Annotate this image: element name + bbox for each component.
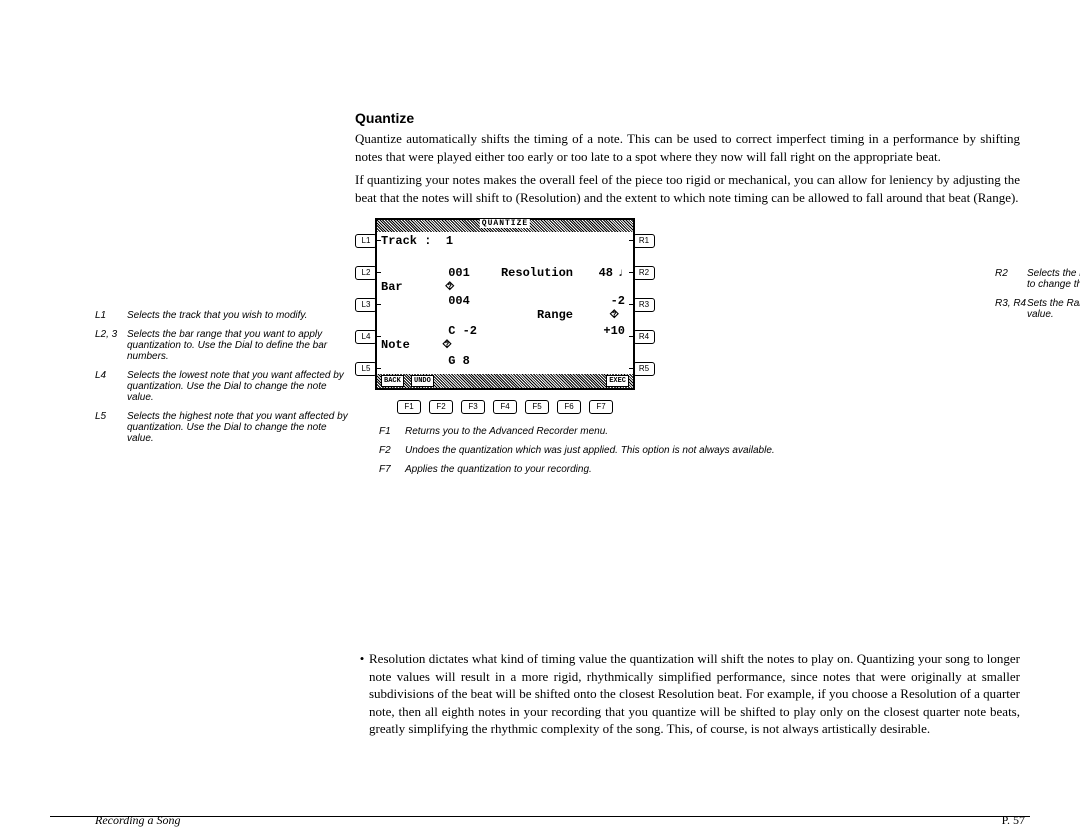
note-desc: Returns you to the Advanced Recorder men… (405, 424, 799, 443)
bullet-text: Resolution dictates what kind of timing … (369, 650, 1020, 738)
note-key: F2 (379, 443, 405, 462)
ann-desc: Selects the lowest note that you want af… (127, 368, 355, 409)
track-label: Track : (381, 234, 431, 248)
side-button-r4[interactable]: R4 (633, 330, 655, 344)
bottom-text: • Resolution dictates what kind of timin… (355, 650, 1020, 744)
range-label: Range (537, 308, 573, 322)
note-key: F1 (379, 424, 405, 443)
footer-right: P. 57 (1002, 813, 1025, 828)
side-button-r5[interactable]: R5 (633, 362, 655, 376)
cursor-icon-3: ⯑ (442, 338, 451, 352)
ann-desc: Sets the Range for quantization. Use the… (1027, 296, 1080, 326)
note-row: F1Returns you to the Advanced Recorder m… (379, 424, 799, 443)
note-row: F7Applies the quantization to your recor… (379, 462, 799, 481)
note-key: F7 (379, 462, 405, 481)
ann-row: L4Selects the lowest note that you want … (95, 368, 355, 409)
cursor-icon-2: ⯑ (610, 308, 619, 322)
bar-to: 004 (448, 294, 470, 308)
ann-row: R3, R4Sets the Range for quantization. U… (995, 296, 1080, 326)
resolution-label: Resolution (501, 266, 573, 280)
right-annotations: R2Selects the note Resolution for quanti… (995, 266, 1080, 326)
ann-desc: Selects the track that you wish to modif… (127, 308, 355, 327)
bar-from: 001 (448, 266, 470, 280)
row-bar-cursor: Bar ⯑ (381, 280, 629, 294)
side-button-r3[interactable]: R3 (633, 298, 655, 312)
range-lo: -2 (611, 294, 625, 308)
left-annotations: L1Selects the track that you wish to mod… (95, 308, 355, 450)
cursor-icon: ⯑ (445, 280, 454, 294)
bar-label: Bar (381, 280, 403, 294)
side-button-l4[interactable]: L4 (355, 330, 377, 344)
bullet-item: • Resolution dictates what kind of timin… (355, 650, 1020, 744)
page: Quantize Quantize automatically shifts t… (0, 0, 1080, 835)
main-column: Quantize Quantize automatically shifts t… (355, 110, 1020, 481)
lcd-title: QUANTIZE (480, 219, 530, 228)
row-bar-to: 004 -2 (381, 294, 629, 308)
left-ann-table: L1Selects the track that you wish to mod… (95, 308, 355, 450)
note-label: Note (381, 338, 410, 352)
note-row: F2Undoes the quantization which was just… (379, 443, 799, 462)
ann-key: R3, R4 (995, 296, 1027, 326)
back-button[interactable]: BACK (381, 375, 404, 387)
fkey-notes-table: F1Returns you to the Advanced Recorder m… (379, 424, 799, 481)
track-value: 1 (446, 234, 453, 248)
ann-row: L1Selects the track that you wish to mod… (95, 308, 355, 327)
side-button-l5[interactable]: L5 (355, 362, 377, 376)
ann-row: L5Selects the highest note that you want… (95, 409, 355, 450)
row-bar-from: 001 Resolution 48 ♩ (381, 266, 629, 280)
function-keys: F1 F2 F3 F4 F5 F6 F7 (355, 396, 655, 414)
fkey-notes: F1Returns you to the Advanced Recorder m… (379, 424, 799, 481)
fkey-f5[interactable]: F5 (525, 400, 549, 414)
screen-area: L1 L2 L3 L4 L5 R1 R2 R3 R4 R5 QUANTIZE (355, 218, 655, 414)
exec-button[interactable]: EXEC (606, 375, 629, 387)
ann-key: R2 (995, 266, 1027, 296)
page-footer: Recording a Song P. 57 (95, 813, 1025, 828)
fkey-f4[interactable]: F4 (493, 400, 517, 414)
intro-p2: If quantizing your notes makes the overa… (355, 171, 1020, 206)
resolution-value: 48 (599, 266, 613, 280)
note-to: G 8 (448, 354, 470, 368)
row-track: Track : 1 (381, 234, 629, 248)
lcd-titlebar: QUANTIZE (377, 220, 633, 232)
fkey-f3[interactable]: F3 (461, 400, 485, 414)
note-icon: ♩ (618, 266, 625, 280)
side-button-r2[interactable]: R2 (633, 266, 655, 280)
ann-desc: Selects the bar range that you want to a… (127, 327, 355, 368)
row-note-to: G 8 (381, 354, 629, 368)
ann-key: L2, 3 (95, 327, 127, 368)
side-button-l1[interactable]: L1 (355, 234, 377, 248)
footer-left: Recording a Song (95, 813, 181, 827)
lcd-footerbar: BACK UNDO EXEC (377, 374, 633, 388)
side-button-l2[interactable]: L2 (355, 266, 377, 280)
bullet-dot: • (355, 650, 369, 744)
side-button-r1[interactable]: R1 (633, 234, 655, 248)
lcd-body: Track : 1 001 Resolution 48 ♩ (377, 232, 633, 374)
ann-key: L1 (95, 308, 127, 327)
ann-desc: Selects the note Resolution for quantiza… (1027, 266, 1080, 296)
ann-row: L2, 3Selects the bar range that you want… (95, 327, 355, 368)
note-from: C -2 (448, 324, 477, 338)
fkey-f6[interactable]: F6 (557, 400, 581, 414)
ann-row: R2Selects the note Resolution for quanti… (995, 266, 1080, 296)
note-desc: Undoes the quantization which was just a… (405, 443, 799, 462)
heading: Quantize (355, 110, 1020, 126)
undo-button[interactable]: UNDO (411, 375, 434, 387)
ann-desc: Selects the highest note that you want a… (127, 409, 355, 450)
row-note-cursor: Note ⯑ (381, 338, 629, 352)
right-ann-table: R2Selects the note Resolution for quanti… (995, 266, 1080, 326)
side-button-l3[interactable]: L3 (355, 298, 377, 312)
range-hi: +10 (603, 324, 625, 338)
note-desc: Applies the quantization to your recordi… (405, 462, 799, 481)
fkey-f2[interactable]: F2 (429, 400, 453, 414)
fkey-f7[interactable]: F7 (589, 400, 613, 414)
ann-key: L4 (95, 368, 127, 409)
fkey-f1[interactable]: F1 (397, 400, 421, 414)
ann-key: L5 (95, 409, 127, 450)
lcd-screen: QUANTIZE Track : 1 001 Resolution 48 (375, 218, 635, 390)
row-note-from: C -2 +10 (381, 324, 629, 338)
intro-p1: Quantize automatically shifts the timing… (355, 130, 1020, 165)
